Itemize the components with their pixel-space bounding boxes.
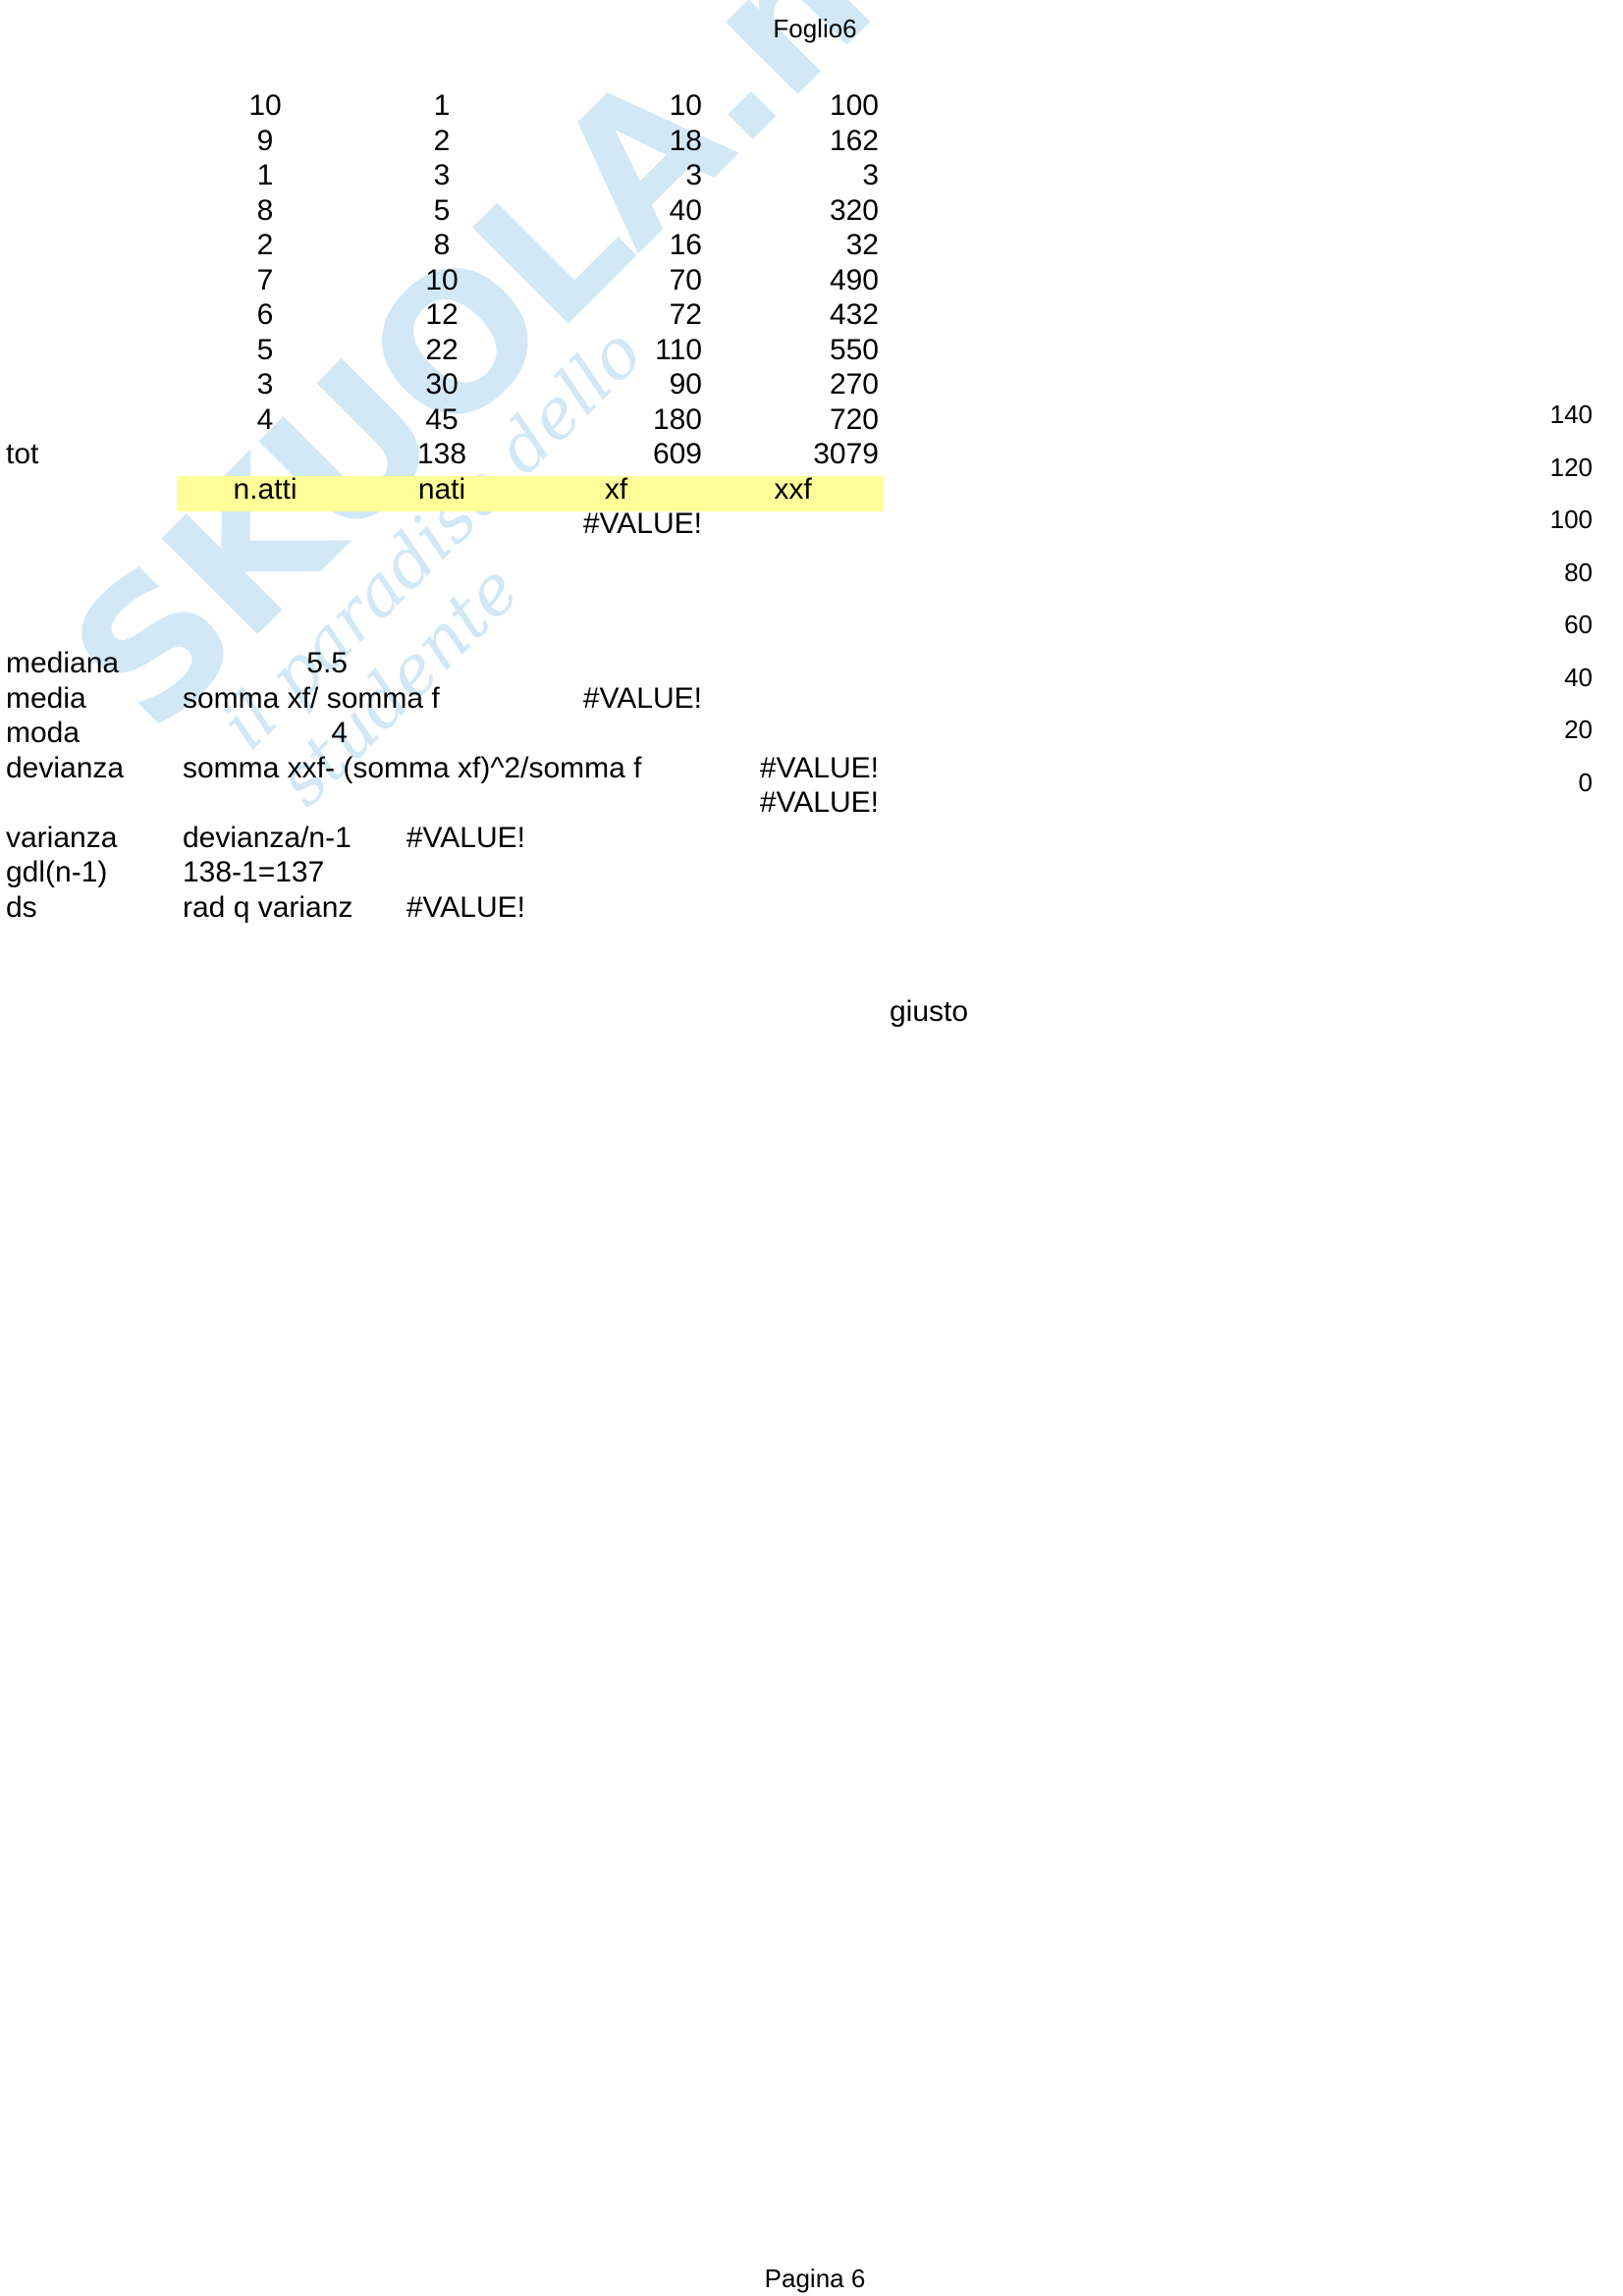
axis-tick-label: 0 [1578, 767, 1593, 797]
cell-xxf: 490 [829, 263, 879, 296]
cell-xxf: 720 [829, 402, 879, 436]
cell-xf: 18 [669, 124, 702, 157]
cell-xxf: 162 [829, 124, 879, 157]
cell-n-atti: 6 [256, 298, 274, 331]
cell-xf: 180 [652, 402, 702, 436]
mediana-value: 5.5 [306, 647, 348, 679]
cell-n-atti: 3 [256, 368, 274, 400]
media-label: media [6, 681, 86, 715]
media-value: #VALUE! [582, 681, 702, 715]
ds-formula: rad q varianz [183, 890, 353, 924]
cell-xxf: 32 [845, 229, 879, 261]
note-giusto: giusto [890, 995, 969, 1028]
cell-nati: 30 [425, 368, 459, 400]
cell-xxf: 100 [829, 89, 879, 122]
cell-nati: 8 [433, 229, 451, 261]
cell-nati: 1 [433, 89, 451, 122]
cell-nati: 12 [425, 298, 459, 331]
page-header: Foglio6 [773, 14, 857, 43]
total-nati: 138 [416, 438, 467, 470]
axis-tick-label: 140 [1549, 400, 1593, 429]
ds-label: ds [6, 890, 37, 924]
cell-n-atti: 8 [256, 193, 274, 227]
cell-xxf: 3 [862, 159, 879, 191]
axis-tick-label: 40 [1564, 662, 1593, 692]
cell-n-atti: 5 [256, 333, 274, 366]
cell-nati: 5 [433, 193, 451, 227]
varianza-formula: devianza/n-1 [183, 821, 352, 854]
cell-xxf: 550 [829, 333, 879, 366]
cell-nati: 3 [433, 159, 451, 191]
moda-value: 4 [331, 717, 348, 749]
axis-tick-label: 80 [1564, 557, 1593, 587]
total-xxf: 3079 [813, 438, 879, 470]
cell-n-atti: 2 [256, 229, 274, 261]
gdl-label: gdl(n-1) [6, 856, 108, 888]
xf-error: #VALUE! [582, 507, 702, 540]
mediana-label: mediana [6, 647, 120, 679]
cell-xxf: 432 [829, 298, 879, 331]
devianza-label: devianza [6, 751, 125, 784]
totals-label: tot [6, 438, 39, 470]
media-formula: somma xf/ somma f [183, 681, 440, 715]
cell-xf: 90 [669, 368, 702, 400]
cell-xf: 3 [685, 159, 702, 191]
cell-n-atti: 1 [256, 159, 274, 191]
cell-xf: 16 [669, 229, 702, 261]
cell-xf: 40 [669, 193, 702, 227]
ds-value: #VALUE! [406, 890, 525, 924]
column-header: xxf [774, 472, 812, 506]
cell-nati: 10 [425, 263, 459, 296]
devianza-value: #VALUE! [759, 751, 879, 784]
devianza-value-2: #VALUE! [759, 786, 879, 819]
varianza-label: varianza [6, 821, 118, 854]
header-highlight [177, 476, 884, 511]
cell-xxf: 320 [829, 193, 879, 227]
cell-n-atti: 4 [256, 402, 274, 436]
cell-nati: 2 [433, 124, 451, 157]
axis-tick-label: 20 [1564, 715, 1593, 744]
axis-tick-label: 100 [1549, 505, 1593, 534]
column-header: nati [417, 472, 466, 506]
cell-xf: 110 [655, 333, 702, 366]
cell-n-atti: 7 [256, 263, 274, 296]
varianza-value: #VALUE! [406, 821, 525, 854]
cell-xf: 70 [669, 263, 702, 296]
column-header: n.atti [233, 472, 298, 506]
axis-tick-label: 60 [1564, 610, 1593, 639]
devianza-formula: somma xxf- (somma xf)^2/somma f [183, 751, 642, 784]
cell-xxf: 270 [829, 368, 879, 400]
cell-n-atti: 9 [256, 124, 274, 157]
cell-nati: 22 [425, 333, 459, 366]
axis-tick-label: 120 [1549, 452, 1593, 482]
cell-n-atti: 10 [248, 89, 282, 122]
page-footer: Pagina 6 [764, 2264, 866, 2293]
cell-xf: 10 [669, 89, 702, 122]
column-header: xf [604, 472, 628, 506]
gdl-formula: 138-1=137 [183, 856, 325, 888]
total-xf: 609 [652, 438, 702, 470]
cell-xf: 72 [669, 298, 702, 331]
cell-nati: 45 [425, 402, 459, 436]
moda-label: moda [6, 717, 81, 749]
